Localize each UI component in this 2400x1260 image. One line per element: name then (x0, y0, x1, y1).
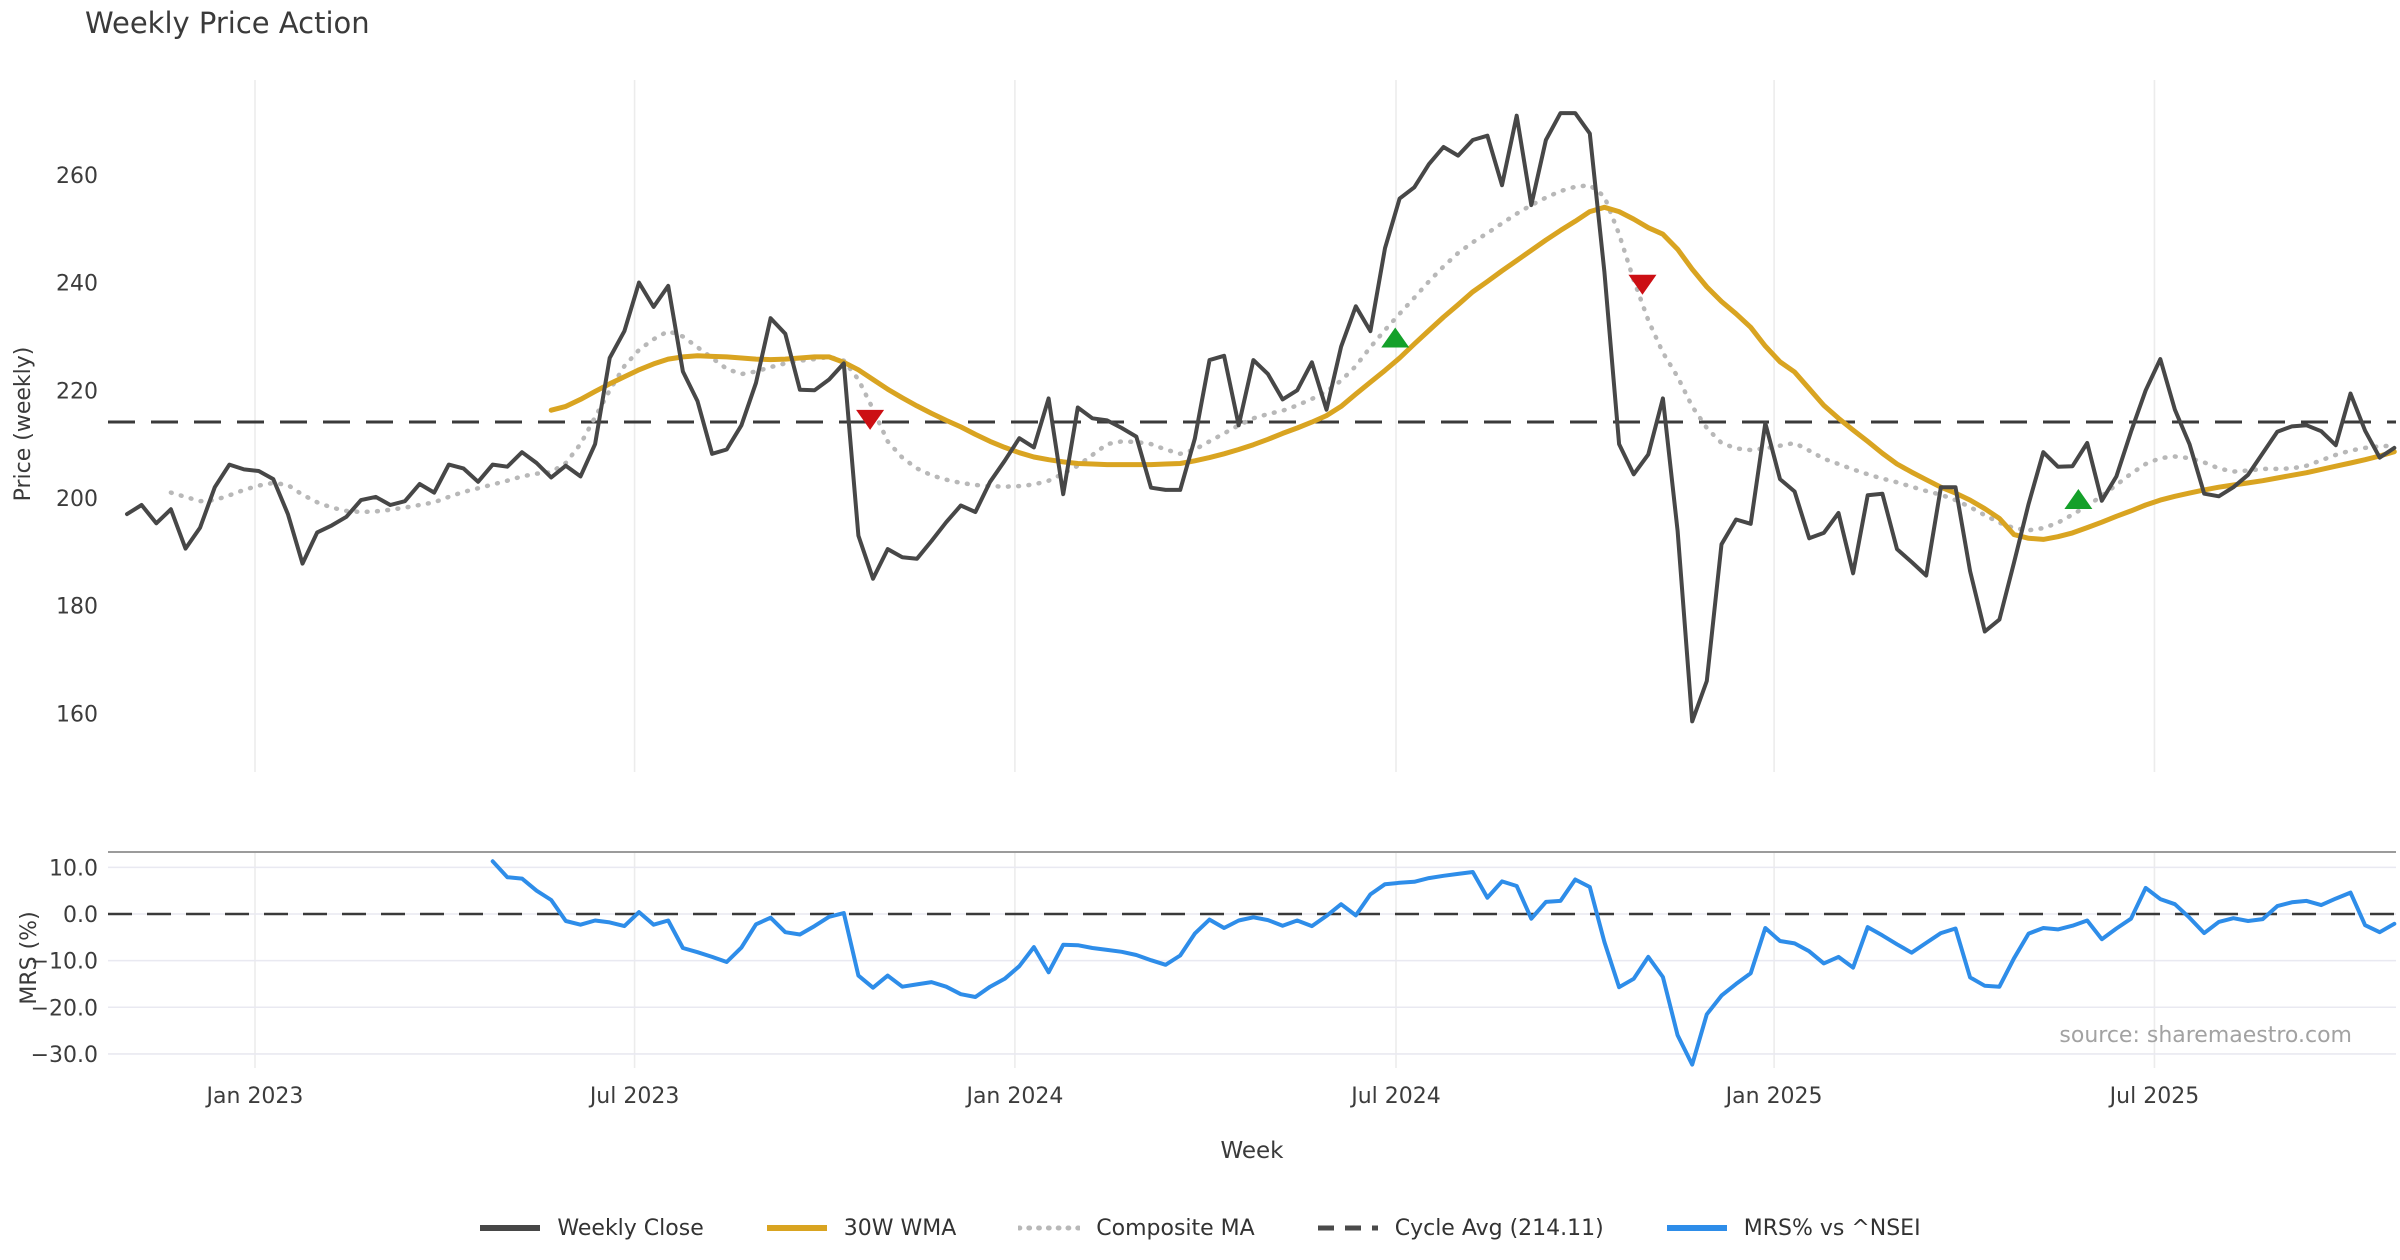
legend-label: MRS% vs ^NSEI (1743, 1215, 1921, 1241)
x-tick-label: Jan 2025 (1724, 1084, 1823, 1109)
mrs-tick-label: −10.0 (31, 950, 98, 975)
x-tick-label: Jan 2024 (964, 1084, 1063, 1109)
price-tick-label: 180 (56, 595, 98, 620)
mrs-tick-label: −30.0 (31, 1043, 98, 1068)
mrs-tick-label: −20.0 (31, 996, 98, 1021)
price-axis-label: Price (weekly) (11, 347, 36, 502)
price-panel-gridlines (254, 80, 2156, 772)
solid-line-swatch-icon (766, 1225, 827, 1231)
mrs-vs-nsei-line (490, 859, 2397, 1067)
x-axis-label: Week (1220, 1138, 1284, 1164)
price-tick-label: 220 (56, 379, 98, 404)
weekly-close-line (125, 111, 2397, 724)
chart-legend: Weekly Close 30W WMA Composite MA Cycle Avg… (0, 1204, 2400, 1252)
composite-ma-line (168, 182, 2397, 533)
x-tick-label: Jul 2024 (1349, 1084, 1441, 1109)
axis-tick-labels: 260 240 220 200 180 160 10.0 0.0 −10.0 −20.0 −30.0… (31, 164, 2200, 1109)
solid-line-swatch-icon (480, 1225, 541, 1231)
x-tick-label: Jul 2023 (588, 1084, 680, 1109)
legend-item-weekly-close: Weekly Close (479, 1215, 704, 1241)
legend-item-cycle-avg-214-11-: Cycle Avg (214.11) (1317, 1216, 1604, 1241)
legend-item-composite-ma: Composite MA (1018, 1215, 1255, 1241)
x-tick-label: Jan 2023 (205, 1084, 304, 1109)
solid-line-swatch-icon (1666, 1225, 1727, 1231)
price-tick-label: 240 (56, 272, 98, 297)
buy-signal-marker (1381, 327, 1410, 348)
chart-title: Weekly Price Action (85, 6, 370, 40)
mrs-series-line (490, 859, 2397, 1067)
mrs-tick-label: 10.0 (49, 856, 98, 881)
30w-wma-line (548, 204, 2397, 542)
signal-markers (856, 274, 2093, 510)
source-note: source: sharemaestro.com (2059, 1023, 2352, 1048)
legend-label: Composite MA (1096, 1215, 1255, 1241)
sell-signal-marker (856, 409, 885, 430)
legend-label: 30W WMA (843, 1215, 957, 1241)
mrs-panel-gridlines (108, 852, 2396, 1068)
price-tick-label: 260 (56, 164, 98, 189)
buy-signal-marker (2064, 489, 2093, 510)
legend-item-mrs-vs-nsei: MRS% vs ^NSEI (1666, 1216, 1921, 1241)
price-series-lines (125, 111, 2397, 724)
sell-signal-marker (1628, 274, 1657, 295)
legend-item-30w-wma: 30W WMA (766, 1215, 957, 1241)
mrs-axis-label: MRS (%) (17, 911, 42, 1004)
price-tick-label: 200 (56, 487, 98, 512)
x-tick-label: Jul 2025 (2108, 1084, 2200, 1109)
mrs-tick-label: 0.0 (63, 903, 98, 928)
legend-label: Cycle Avg (214.11) (1394, 1215, 1604, 1241)
dotted-line-swatch-icon (1018, 1225, 1081, 1231)
dashed-line-swatch-icon (1317, 1225, 1378, 1231)
price-tick-label: 160 (56, 702, 98, 727)
legend-label: Weekly Close (557, 1215, 704, 1241)
